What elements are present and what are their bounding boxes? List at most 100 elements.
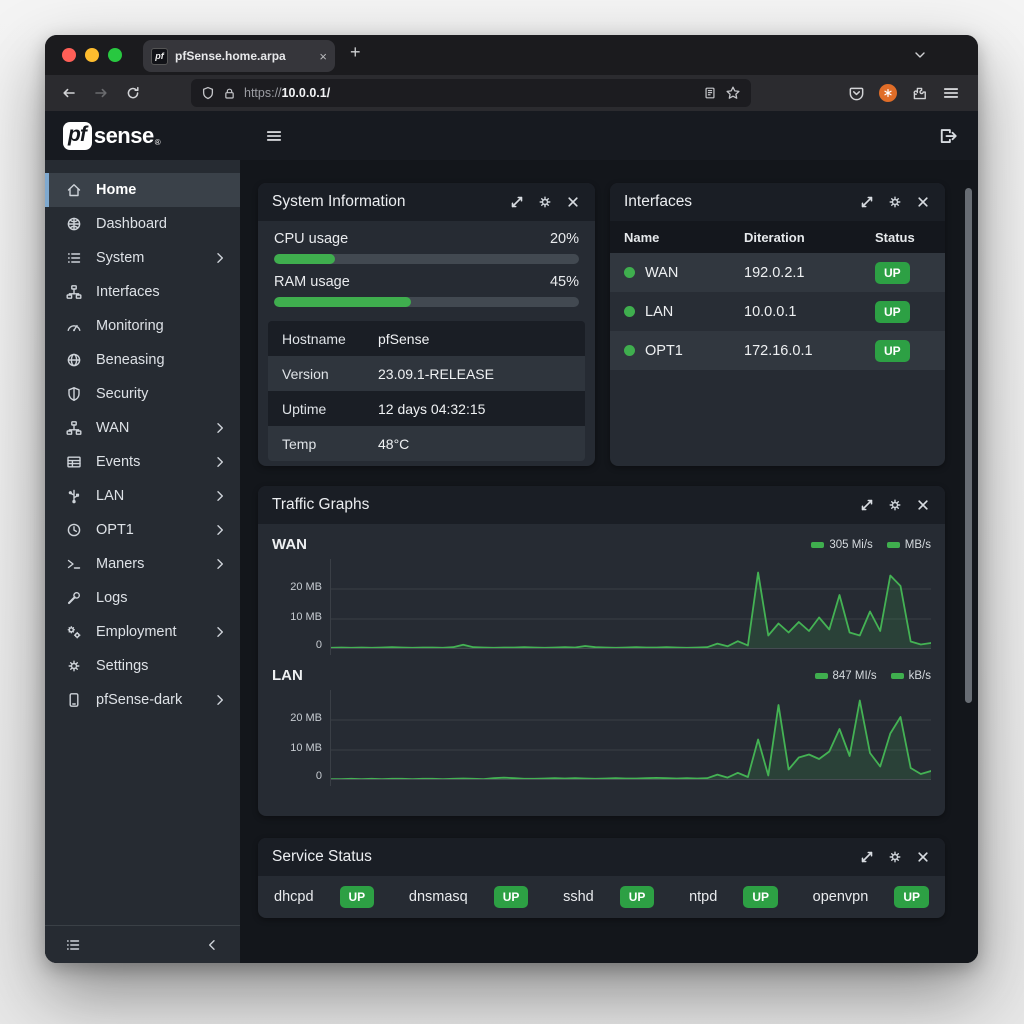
minimize-window-button[interactable] — [85, 48, 99, 62]
sidebar-item-pfsense-dark[interactable]: pfSense-dark — [45, 683, 240, 717]
legend-swatch — [811, 541, 825, 548]
shield-icon — [65, 386, 83, 402]
sidebar-item-interfaces[interactable]: Interfaces — [45, 275, 240, 309]
clock-icon — [65, 522, 83, 538]
tracking-shield-icon[interactable] — [201, 86, 215, 100]
dashboard-main: System Information CPU usage 20% RAM usag… — [240, 160, 978, 963]
sidebar-item-security[interactable]: Security — [45, 377, 240, 411]
logout-icon[interactable] — [938, 126, 958, 146]
table-row: Hostname pfSense — [268, 321, 585, 356]
chevron-right-icon — [212, 522, 228, 538]
gear-icon[interactable] — [887, 497, 903, 513]
sidebar-item-settings[interactable]: Settings — [45, 649, 240, 683]
expand-icon[interactable] — [509, 194, 525, 210]
chevron-right-icon — [212, 250, 228, 266]
status-badge: UP — [875, 339, 910, 362]
table-row: Temp 48°C — [268, 426, 585, 461]
back-icon[interactable] — [55, 79, 83, 107]
browser-tab[interactable]: pf pfSense.home.arpa × — [143, 40, 335, 72]
close-icon[interactable] — [915, 849, 931, 865]
chevron-right-icon — [212, 624, 228, 640]
system-icon — [65, 250, 83, 266]
browser-menu-icon[interactable] — [942, 84, 960, 102]
close-icon[interactable] — [565, 194, 581, 210]
sidebar-item-lan[interactable]: LAN — [45, 479, 240, 513]
status-badge: UP — [875, 261, 910, 284]
gear-icon[interactable] — [887, 194, 903, 210]
sidebar-item-opt1[interactable]: OPT1 — [45, 513, 240, 547]
sidebar-item-wan[interactable]: WAN — [45, 411, 240, 445]
sidebar-item-beneasing[interactable]: Beneasing — [45, 343, 240, 377]
gear-icon[interactable] — [887, 849, 903, 865]
panel-title: System Information — [272, 193, 406, 210]
interface-row-wan[interactable]: WAN 192.0.2.1 UP — [610, 253, 945, 292]
ram-progress-bar — [274, 297, 412, 307]
monitoring-icon — [65, 318, 83, 334]
home-icon — [65, 182, 83, 198]
list-icon[interactable] — [65, 937, 81, 953]
close-icon[interactable] — [915, 194, 931, 210]
chevron-down-icon[interactable] — [912, 47, 928, 63]
reload-icon[interactable] — [119, 79, 147, 107]
service-openvpn: openvpn UP — [813, 886, 929, 908]
expand-icon[interactable] — [859, 194, 875, 210]
close-window-button[interactable] — [62, 48, 76, 62]
pfsense-app: pf sense ® Home Dashboard System Interface… — [45, 111, 978, 963]
status-dot — [624, 345, 635, 356]
extension-badge-icon[interactable] — [879, 84, 897, 102]
url-text[interactable]: https://10.0.0.1/ — [244, 86, 331, 100]
traffic-lights[interactable] — [62, 48, 122, 62]
puzzle-extensions-icon[interactable] — [911, 85, 928, 102]
lock-icon — [223, 87, 236, 100]
sidebar-item-monitoring[interactable]: Monitoring — [45, 309, 240, 343]
collapse-sidebar-icon[interactable] — [204, 937, 220, 953]
interface-row-opt1[interactable]: OPT1 172.16.0.1 UP — [610, 331, 945, 370]
table-icon — [65, 454, 83, 470]
sidebar-item-events[interactable]: Events — [45, 445, 240, 479]
wan-traffic-graph: WAN 305 Mi/s MB/s 20 MB 10 MB 0 — [258, 536, 945, 655]
expand-icon[interactable] — [859, 849, 875, 865]
panel-title: Service Status — [272, 848, 372, 865]
sidebar-item-maners[interactable]: Maners — [45, 547, 240, 581]
interfaces-icon — [65, 284, 83, 300]
app-menu-icon[interactable] — [265, 127, 283, 145]
interface-address: 172.16.0.1 — [744, 342, 813, 359]
expand-icon[interactable] — [859, 497, 875, 513]
traffic-graphs-panel: Traffic Graphs WAN 305 Mi/s MB/s — [258, 486, 945, 816]
forward-icon[interactable] — [87, 79, 115, 107]
chevron-right-icon — [212, 692, 228, 708]
browser-window: pf pfSense.home.arpa × + https://10.0.0.… — [45, 35, 978, 963]
maximize-window-button[interactable] — [108, 48, 122, 62]
sidebar-item-system[interactable]: System — [45, 241, 240, 275]
gear-icon[interactable] — [537, 194, 553, 210]
sidebar-item-logs[interactable]: Logs — [45, 581, 240, 615]
status-badge: UP — [619, 886, 655, 908]
pocket-icon[interactable] — [848, 85, 865, 102]
close-icon[interactable] — [915, 497, 931, 513]
sidebar-item-employment[interactable]: Employment — [45, 615, 240, 649]
plot-area — [330, 690, 931, 786]
ram-usage-metric: RAM usage 45% — [258, 264, 595, 307]
interface-row-lan[interactable]: LAN 10.0.0.1 UP — [610, 292, 945, 331]
interfaces-column-headers: Name Diteration Status — [610, 221, 945, 253]
sidebar-item-home[interactable]: Home — [45, 173, 240, 207]
service-dhcpd: dhcpd UP — [274, 886, 375, 908]
pfsense-logo: pf sense ® — [63, 121, 161, 150]
panel-header: System Information — [258, 183, 595, 221]
status-badge: UP — [894, 886, 929, 908]
new-tab-button[interactable]: + — [350, 42, 361, 62]
sidebar-footer — [45, 925, 240, 963]
sidebar-item-dashboard[interactable]: Dashboard — [45, 207, 240, 241]
interface-address: 192.0.2.1 — [744, 264, 805, 281]
bookmark-star-icon[interactable] — [725, 85, 741, 101]
tab-title: pfSense.home.arpa — [175, 49, 286, 63]
sidebar: Home Dashboard System Interfaces Monitor… — [45, 160, 240, 963]
scrollbar-thumb[interactable] — [965, 188, 972, 703]
browser-tabbar: pf pfSense.home.arpa × + — [45, 35, 978, 75]
reader-view-icon[interactable] — [703, 86, 717, 100]
y-axis-labels: 20 MB 10 MB 0 — [290, 581, 322, 651]
gears-icon — [65, 624, 83, 640]
tab-close-icon[interactable]: × — [319, 48, 327, 64]
service-ntpd: ntpd UP — [689, 886, 778, 908]
url-bar[interactable]: https://10.0.0.1/ — [191, 79, 751, 107]
